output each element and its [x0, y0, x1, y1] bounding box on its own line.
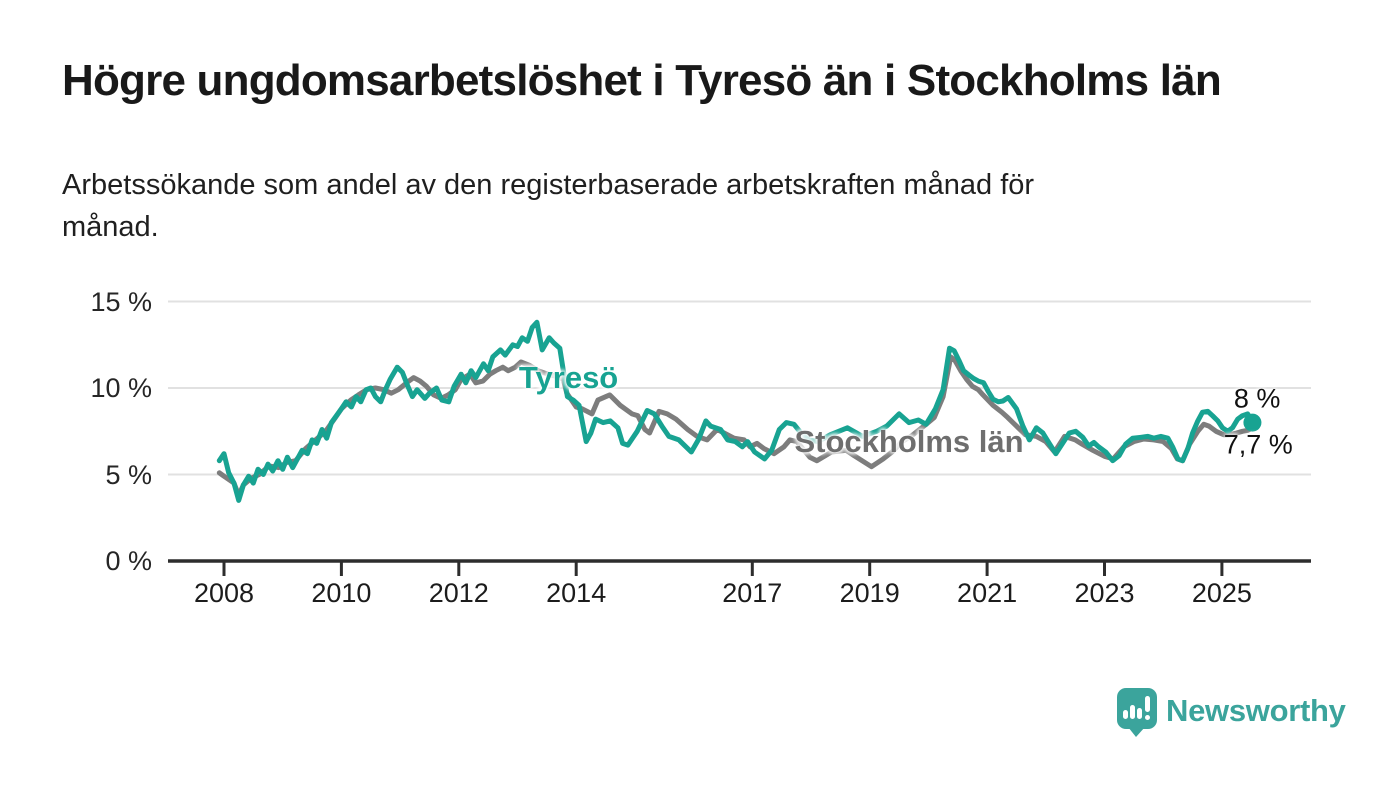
logo-bar-icon [1137, 708, 1142, 719]
logo-speech-tail [1128, 727, 1145, 737]
x-tick-label: 2019 [839, 578, 900, 608]
x-tick-label: 2017 [722, 578, 783, 608]
logo-bar-icon [1130, 705, 1135, 719]
series-label-stockholms-lan: Stockholms län [794, 424, 1024, 460]
page-title: Högre ungdomsarbetslöshet i Tyresö än i … [62, 56, 1222, 105]
x-tick-label: 2025 [1191, 578, 1252, 608]
logo-exclamation-icon [1145, 696, 1150, 712]
x-tick-label: 2008 [193, 578, 255, 608]
y-tick-label: 15 % [90, 286, 152, 317]
x-tick-label: 2012 [428, 578, 489, 608]
x-tick-label: 2014 [546, 578, 607, 608]
x-tick-label: 2021 [957, 578, 1018, 608]
logo-bar-icon [1123, 710, 1128, 719]
y-tick-label: 5 % [105, 459, 152, 490]
end-value-label-stockholms-lan: 7,7 % [1223, 429, 1293, 460]
x-tick-label: 2023 [1074, 578, 1135, 608]
newsworthy-logo-icon [1117, 688, 1157, 729]
x-tick-label: 2010 [311, 578, 372, 608]
brand-name: Newsworthy [1166, 693, 1346, 728]
chart-subtitle: Arbetssökande som andel av den registerb… [62, 169, 1035, 244]
y-tick-label: 0 % [105, 546, 152, 576]
series-end-dot-tyreso [1243, 413, 1262, 432]
series-label-tyreso: Tyresö [518, 359, 619, 395]
newsworthy-brand-link[interactable]: Newsworthy [1117, 688, 1357, 744]
end-value-label-tyreso: 8 % [1233, 383, 1281, 414]
y-tick-label: 10 % [90, 373, 152, 403]
series-line-tyreso [216, 319, 1255, 503]
logo-exclamation-dot-icon [1145, 715, 1150, 720]
